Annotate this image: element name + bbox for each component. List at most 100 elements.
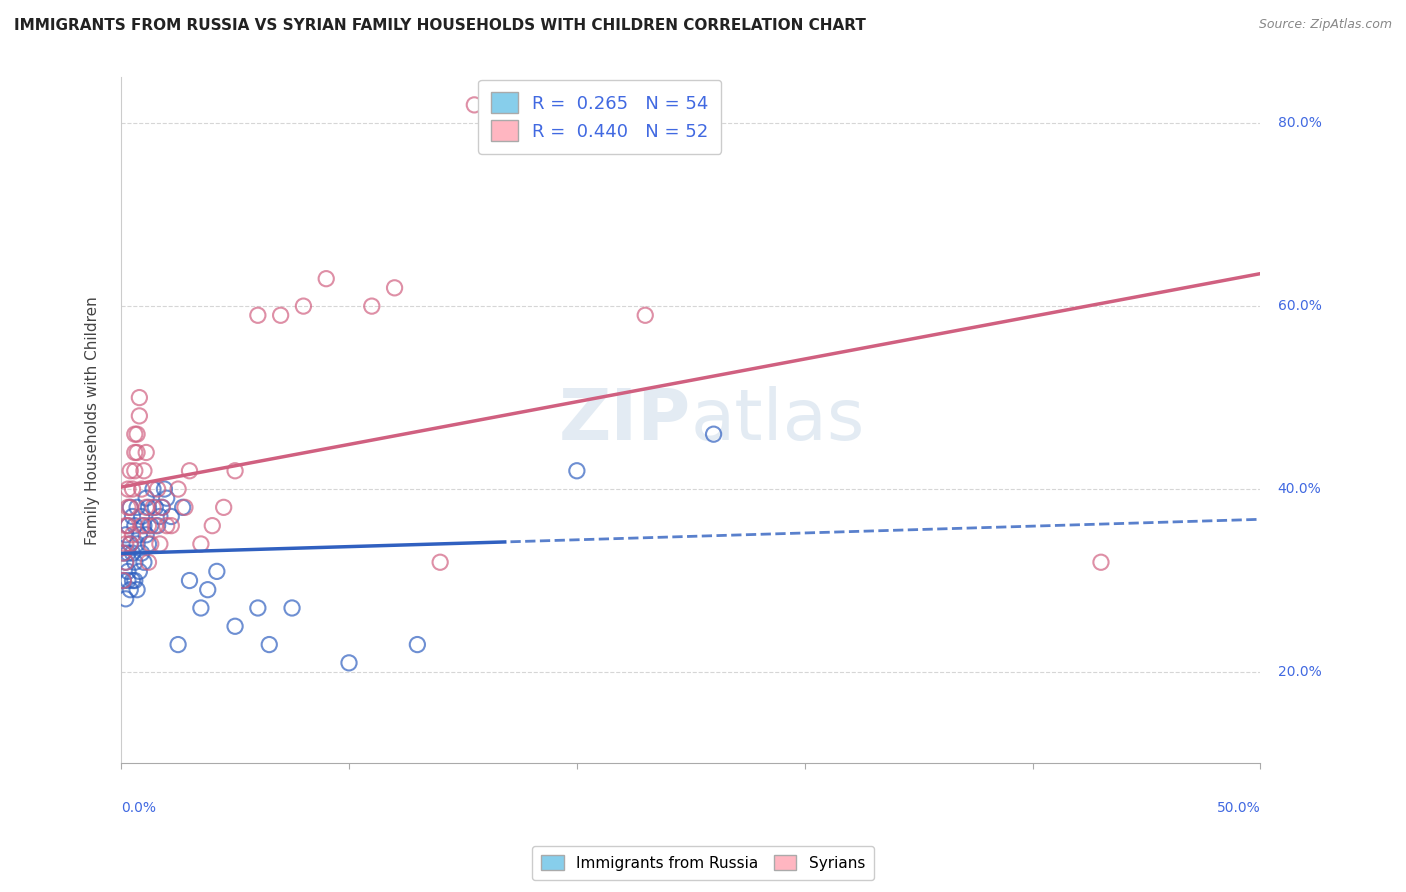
- Point: [135, 491, 157, 506]
- Point: [142, 482, 165, 496]
- Point: [156, 491, 179, 506]
- Point: [138, 500, 160, 515]
- Point: [212, 500, 235, 515]
- Point: [205, 565, 228, 579]
- Point: [197, 582, 219, 597]
- Point: [138, 537, 160, 551]
- Text: Source: ZipAtlas.com: Source: ZipAtlas.com: [1258, 18, 1392, 31]
- Point: [565, 464, 588, 478]
- Point: [138, 555, 160, 569]
- Point: [114, 518, 136, 533]
- Point: [143, 500, 166, 515]
- Point: [125, 445, 148, 459]
- Point: [160, 518, 183, 533]
- Point: [124, 464, 146, 478]
- Point: [121, 509, 143, 524]
- Point: [143, 518, 166, 533]
- Point: [117, 518, 139, 533]
- Point: [112, 574, 135, 588]
- Point: [135, 500, 157, 515]
- Point: [270, 308, 292, 322]
- Point: [128, 391, 150, 405]
- Point: [125, 427, 148, 442]
- Point: [121, 574, 143, 588]
- Point: [112, 546, 135, 560]
- Text: 20.0%: 20.0%: [1278, 665, 1322, 679]
- Point: [112, 546, 135, 560]
- Point: [146, 482, 169, 496]
- Point: [112, 574, 135, 588]
- Legend: Immigrants from Russia, Syrians: Immigrants from Russia, Syrians: [531, 846, 875, 880]
- Point: [179, 464, 201, 478]
- Point: [257, 638, 280, 652]
- Point: [360, 299, 382, 313]
- Point: [120, 500, 142, 515]
- Point: [167, 638, 190, 652]
- Point: [125, 537, 148, 551]
- Point: [114, 537, 136, 551]
- Point: [120, 500, 142, 515]
- Text: IMMIGRANTS FROM RUSSIA VS SYRIAN FAMILY HOUSEHOLDS WITH CHILDREN CORRELATION CHA: IMMIGRANTS FROM RUSSIA VS SYRIAN FAMILY …: [14, 18, 866, 33]
- Point: [131, 546, 153, 560]
- Point: [125, 500, 148, 515]
- Point: [121, 528, 143, 542]
- Point: [131, 509, 153, 524]
- Point: [429, 555, 451, 569]
- Point: [149, 509, 172, 524]
- Point: [120, 582, 142, 597]
- Point: [125, 582, 148, 597]
- Point: [117, 500, 139, 515]
- Point: [138, 518, 160, 533]
- Point: [120, 464, 142, 478]
- Point: [172, 500, 194, 515]
- Point: [634, 308, 657, 322]
- Text: 50.0%: 50.0%: [1216, 800, 1261, 814]
- Point: [224, 464, 246, 478]
- Point: [142, 500, 165, 515]
- Text: 40.0%: 40.0%: [1278, 482, 1322, 496]
- Text: 80.0%: 80.0%: [1278, 116, 1322, 130]
- Text: ZIP: ZIP: [558, 386, 690, 455]
- Point: [114, 591, 136, 606]
- Point: [149, 537, 172, 551]
- Point: [281, 601, 304, 615]
- Point: [139, 537, 162, 551]
- Point: [117, 546, 139, 560]
- Point: [190, 537, 212, 551]
- Point: [224, 619, 246, 633]
- Point: [128, 565, 150, 579]
- Point: [146, 518, 169, 533]
- Point: [128, 528, 150, 542]
- Point: [160, 509, 183, 524]
- Point: [124, 518, 146, 533]
- Point: [114, 555, 136, 569]
- Point: [406, 638, 429, 652]
- Point: [1090, 555, 1112, 569]
- Legend: R =  0.265   N = 54, R =  0.440   N = 52: R = 0.265 N = 54, R = 0.440 N = 52: [478, 79, 721, 153]
- Point: [179, 574, 201, 588]
- Text: 60.0%: 60.0%: [1278, 299, 1322, 313]
- Point: [117, 565, 139, 579]
- Point: [153, 482, 176, 496]
- Point: [132, 464, 155, 478]
- Point: [174, 500, 197, 515]
- Point: [120, 537, 142, 551]
- Point: [131, 482, 153, 496]
- Point: [120, 537, 142, 551]
- Text: atlas: atlas: [690, 386, 865, 455]
- Point: [292, 299, 315, 313]
- Point: [463, 98, 485, 112]
- Point: [150, 500, 173, 515]
- Point: [132, 555, 155, 569]
- Point: [139, 518, 162, 533]
- Point: [167, 482, 190, 496]
- Point: [117, 518, 139, 533]
- Point: [124, 574, 146, 588]
- Y-axis label: Family Households with Children: Family Households with Children: [86, 296, 100, 545]
- Point: [135, 445, 157, 459]
- Point: [124, 445, 146, 459]
- Point: [703, 427, 725, 442]
- Point: [337, 656, 360, 670]
- Point: [128, 409, 150, 423]
- Point: [121, 482, 143, 496]
